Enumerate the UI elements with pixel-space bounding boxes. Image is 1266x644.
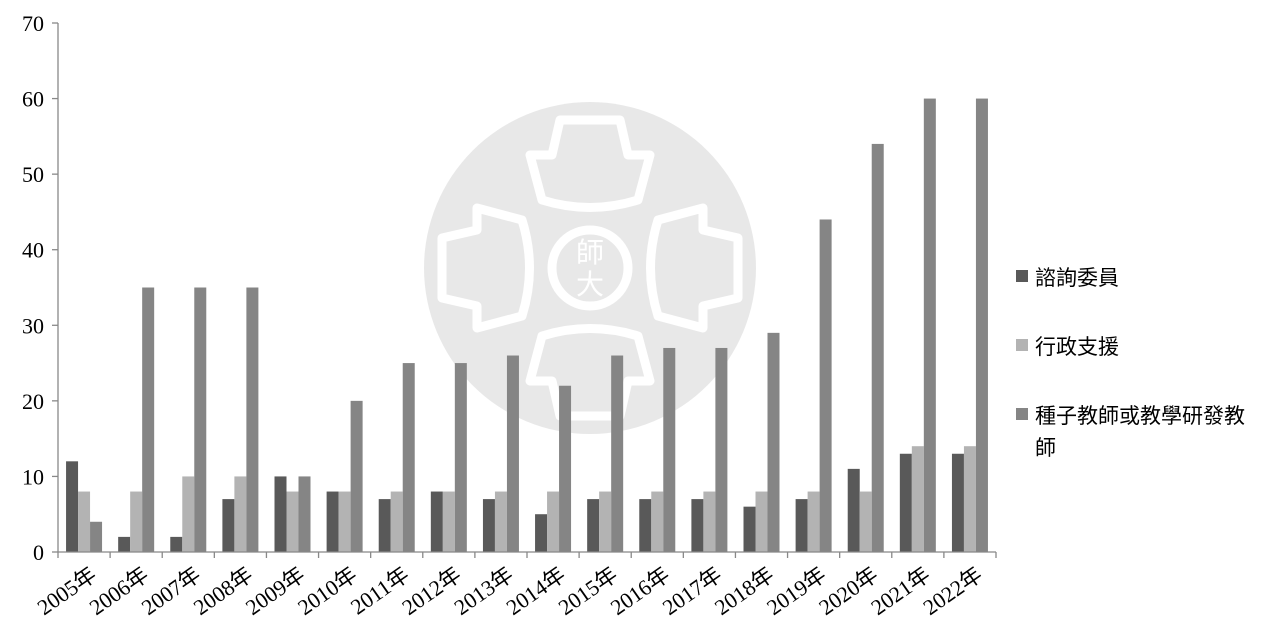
x-tick-label-6: 2010年 <box>293 562 361 620</box>
bar-1-3 <box>170 536 183 552</box>
bar-1-11 <box>587 499 600 552</box>
bar-3-8 <box>454 363 467 552</box>
x-tick-label-3: 2007年 <box>137 562 205 620</box>
bar-3-13 <box>715 347 728 552</box>
x-tick-label-16: 2020年 <box>814 562 882 620</box>
bar-3-14 <box>767 332 780 552</box>
bar-1-6 <box>326 491 339 552</box>
bar-2-18 <box>963 446 976 552</box>
bar-2-8 <box>442 491 455 552</box>
bar-3-12 <box>663 347 676 552</box>
bar-3-2 <box>142 287 155 552</box>
bar-1-18 <box>951 453 964 552</box>
bar-3-5 <box>298 476 311 552</box>
bar-2-14 <box>755 491 768 552</box>
y-tick-label-8: 70 <box>22 11 44 36</box>
bar-2-5 <box>286 491 299 552</box>
bar-3-11 <box>611 355 624 552</box>
legend-label-2: 行政支援 <box>1035 335 1119 359</box>
bar-1-14 <box>743 506 756 552</box>
y-tick-label-6: 50 <box>22 162 44 187</box>
bar-1-9 <box>482 499 495 552</box>
bar-3-3 <box>194 287 207 552</box>
bar-2-15 <box>807 491 820 552</box>
x-tick-label-8: 2012年 <box>397 562 465 620</box>
bar-1-8 <box>430 491 443 552</box>
y-tick-label-7: 60 <box>22 87 44 112</box>
bar-2-13 <box>703 491 716 552</box>
bar-3-16 <box>871 143 884 552</box>
bar-2-10 <box>547 491 560 552</box>
watermark-char-2: 大 <box>576 268 604 301</box>
bar-1-1 <box>66 461 79 552</box>
bar-2-6 <box>338 491 351 552</box>
x-tick-label-5: 2009年 <box>241 562 309 620</box>
axes-layer <box>52 22 997 558</box>
bar-2-3 <box>182 476 195 552</box>
legend: 諮詢委員行政支援種子教師或教學研發教師 <box>1016 262 1261 501</box>
bar-2-7 <box>390 491 403 552</box>
x-tick-label-18: 2022年 <box>918 562 986 620</box>
x-tick-label-1: 2005年 <box>33 562 101 620</box>
bar-2-9 <box>494 491 507 552</box>
x-tick-label-4: 2008年 <box>189 562 257 620</box>
bar-1-10 <box>535 514 548 552</box>
bar-3-9 <box>506 355 519 552</box>
bar-3-18 <box>975 98 988 553</box>
x-tick-label-10: 2014年 <box>502 562 570 620</box>
bar-3-1 <box>90 521 103 552</box>
bar-2-2 <box>130 491 143 552</box>
legend-item-2: 行政支援 <box>1016 331 1261 363</box>
bar-1-7 <box>378 499 391 552</box>
x-tick-label-11: 2015年 <box>554 562 622 620</box>
bar-1-4 <box>222 499 235 552</box>
legend-item-3: 種子教師或教學研發教師 <box>1016 400 1261 464</box>
bar-1-12 <box>639 499 652 552</box>
bar-1-15 <box>795 499 808 552</box>
bar-1-16 <box>847 468 860 552</box>
bar-3-17 <box>923 98 936 553</box>
legend-swatch-1 <box>1016 270 1028 282</box>
bar-2-12 <box>651 491 664 552</box>
university-seal-watermark: 師 大 <box>424 102 756 434</box>
bar-3-6 <box>350 400 363 552</box>
x-tick-label-7: 2011年 <box>346 562 414 620</box>
y-tick-label-1: 0 <box>33 540 44 565</box>
x-tick-label-12: 2016年 <box>606 562 674 620</box>
bar-1-13 <box>691 499 704 552</box>
bar-3-4 <box>246 287 259 552</box>
legend-swatch-2 <box>1016 339 1028 351</box>
y-tick-label-4: 30 <box>22 313 44 338</box>
bar-2-1 <box>78 491 91 552</box>
bar-3-15 <box>819 219 832 552</box>
watermark-char-1: 師 <box>576 236 604 269</box>
x-tick-label-17: 2021年 <box>866 562 934 620</box>
y-tick-label-5: 40 <box>22 238 44 263</box>
legend-swatch-3 <box>1016 408 1028 420</box>
bar-1-2 <box>118 536 131 552</box>
bar-2-11 <box>599 491 612 552</box>
bar-2-4 <box>234 476 247 552</box>
legend-label-3: 種子教師或教學研發教師 <box>1035 404 1245 460</box>
bars-layer <box>66 98 988 553</box>
legend-item-1: 諮詢委員 <box>1016 262 1261 294</box>
bar-2-17 <box>911 446 924 552</box>
bar-3-7 <box>402 363 415 552</box>
x-tick-label-14: 2018年 <box>710 562 778 620</box>
bar-3-10 <box>559 385 572 552</box>
x-tick-label-2: 2006年 <box>85 562 153 620</box>
y-tick-label-3: 20 <box>22 389 44 414</box>
x-tick-label-9: 2013年 <box>449 562 517 620</box>
bar-1-5 <box>274 476 287 552</box>
x-tick-label-15: 2019年 <box>762 562 830 620</box>
bar-1-17 <box>899 453 912 552</box>
y-tick-label-2: 10 <box>22 464 44 489</box>
bar-2-16 <box>859 491 872 552</box>
legend-label-1: 諮詢委員 <box>1035 266 1119 290</box>
x-tick-label-13: 2017年 <box>658 562 726 620</box>
